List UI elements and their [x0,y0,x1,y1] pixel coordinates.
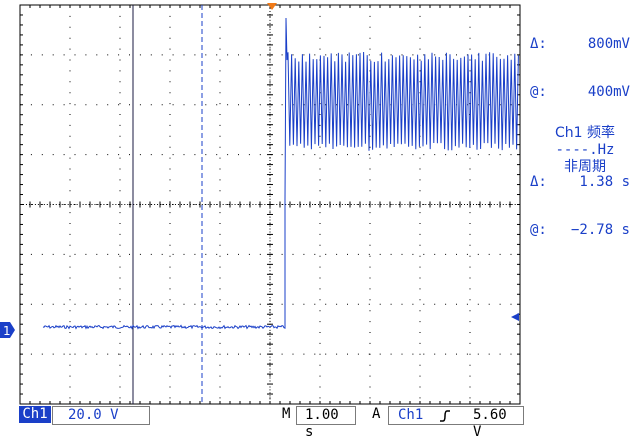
trigger-level: 5.60 V [473,407,507,440]
at-symbol: @: [530,222,547,238]
trigger-box[interactable]: Ch1 5.60 V [388,406,524,440]
cursor-voltage: 400mV [587,84,630,100]
svg-text:1: 1 [3,324,11,338]
channel-indicator[interactable]: Ch1 [19,406,51,423]
trigger-label: A [372,406,381,422]
graticule [19,4,521,405]
ch1-ground-marker[interactable]: 1 [0,322,15,338]
oscilloscope-display: 1 [0,3,521,405]
delta-symbol: Δ: [530,174,547,190]
status-bar: Ch1 20.0 V M 1.00 s A Ch1 5.60 V [0,405,640,440]
ch1-waveform [42,17,519,330]
frequency-measurement: Ch1 频率 ----.Hz 非周期 [530,125,640,176]
at-symbol: @: [530,84,547,100]
delta-time: 1.38 s [579,174,630,190]
volts-per-div-box[interactable]: 20.0 V [52,406,150,425]
delta-symbol: Δ: [530,36,547,52]
timebase-box[interactable]: 1.00 s [296,406,356,440]
cursor-readout: Δ: 800mV @: 400mV Δ: 1.38 s @: −2.78 s [530,4,630,254]
timebase-label: M [282,406,291,422]
measurement-value: ----.Hz [555,142,615,158]
measurement-title: Ch1 频率 [554,125,615,141]
trigger-source: Ch1 [398,407,424,423]
trigger-position-marker[interactable] [267,3,277,10]
rising-edge-icon [440,410,450,422]
trigger-level-marker[interactable] [511,313,519,321]
measurement-status: 非周期 [564,159,606,175]
delta-voltage: 800mV [587,36,630,52]
cursor-time: −2.78 s [570,222,630,238]
volts-per-div: 20.0 V [68,407,119,423]
timebase-value: 1.00 s [305,407,339,440]
